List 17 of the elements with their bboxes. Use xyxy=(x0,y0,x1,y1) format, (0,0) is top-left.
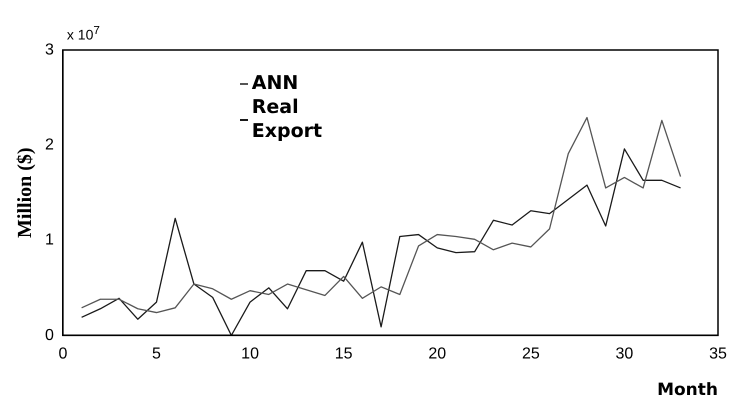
text: x 10$^{7}$ xyxy=(66,24,100,43)
y-tick-label: 1 xyxy=(44,232,54,249)
x-tick-label: 35 xyxy=(709,345,727,362)
y-tick-label: 0 xyxy=(44,326,54,344)
x-tick-label: 5 xyxy=(152,345,162,362)
x-tick-label: 25 xyxy=(522,345,540,362)
legend-label: ANN xyxy=(252,72,298,96)
x-axis-title: Month xyxy=(657,380,718,400)
legend-label: Real Export xyxy=(252,96,324,144)
x-tick-label: 10 xyxy=(241,345,260,362)
x-tick-label: 20 xyxy=(428,345,446,362)
y-tick-label: 3 xyxy=(44,41,54,58)
x-tick-label: 15 xyxy=(334,345,353,362)
x-tick-label: 30 xyxy=(616,345,634,362)
x-tick-label: 0 xyxy=(58,345,68,362)
y-axis-title: Million ($) xyxy=(14,147,36,238)
y-tick-label: 2 xyxy=(44,136,54,154)
